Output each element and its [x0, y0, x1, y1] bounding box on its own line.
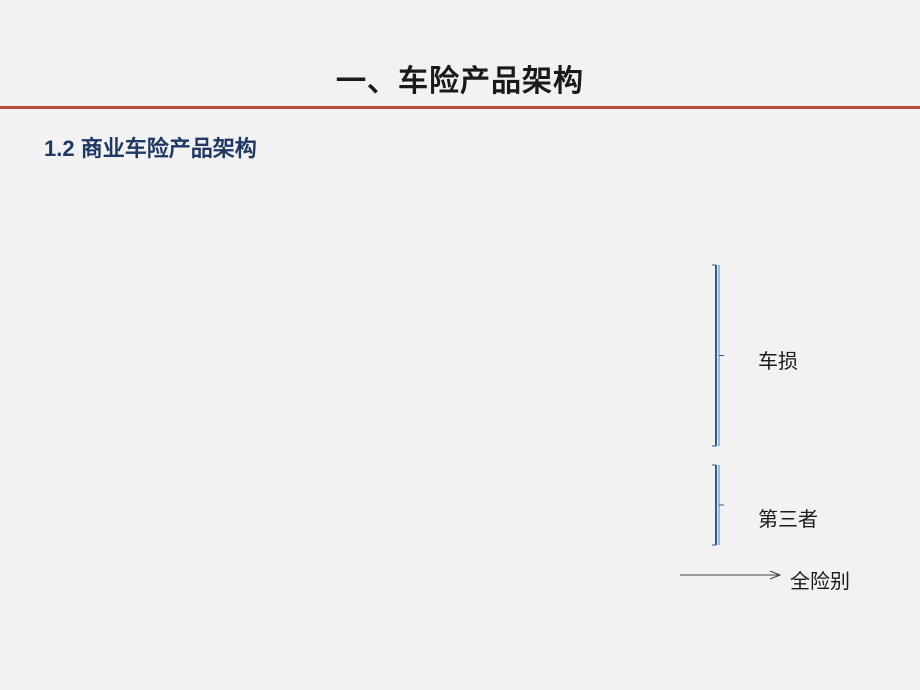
page-title: 一、车险产品架构: [0, 56, 920, 100]
section-subtitle: 1.2 商业车险产品架构: [0, 109, 920, 163]
title-block: 一、车险产品架构: [0, 0, 920, 100]
diagram-label: 第三者: [758, 503, 818, 532]
diagram-label: 车损: [758, 345, 798, 374]
diagram-label: 全险别: [790, 565, 850, 594]
